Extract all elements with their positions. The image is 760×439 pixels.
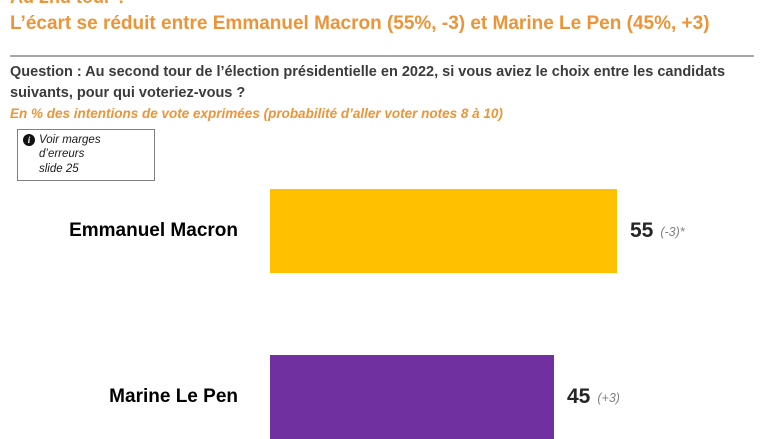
value-group-macron: 55 (-3)*	[630, 189, 685, 273]
bar-value-lepen: 45	[567, 385, 591, 408]
question-text: Question : Au second tour de l’élection …	[10, 64, 726, 102]
bar-change-lepen: (+3)	[597, 391, 620, 405]
subtitle-note: En % des intentions de vote exprimées (p…	[10, 106, 503, 121]
divider	[10, 55, 754, 57]
margin-error-note-box: i Voir marges d’erreurs slide 25	[17, 129, 155, 182]
bar-macron	[270, 189, 617, 273]
bar-value-macron: 55	[630, 219, 654, 242]
note-line2: slide 25	[39, 162, 79, 175]
bar-row-lepen: Marine Le Pen 45 (+3)	[0, 355, 760, 439]
value-group-lepen: 45 (+3)	[567, 355, 620, 439]
page-title: L’écart se réduit entre Emmanuel Macron …	[10, 13, 710, 34]
bar-change-macron: (-3)*	[660, 225, 685, 239]
candidate-label-lepen: Marine Le Pen	[109, 386, 238, 407]
kicker-text: Au 2nd tour ?	[10, 0, 127, 8]
candidate-label-macron: Emmanuel Macron	[69, 220, 238, 241]
note-line1: Voir marges d’erreurs	[39, 134, 101, 161]
margin-error-note-text: Voir marges d’erreurs slide 25	[39, 133, 149, 176]
bar-lepen	[270, 355, 554, 439]
clipped-kicker-title: Au 2nd tour ?	[10, 0, 127, 8]
info-icon: i	[23, 134, 35, 146]
bar-chart: Emmanuel Macron 55 (-3)* Marine Le Pen 4…	[0, 189, 760, 439]
bar-row-macron: Emmanuel Macron 55 (-3)*	[0, 189, 760, 273]
